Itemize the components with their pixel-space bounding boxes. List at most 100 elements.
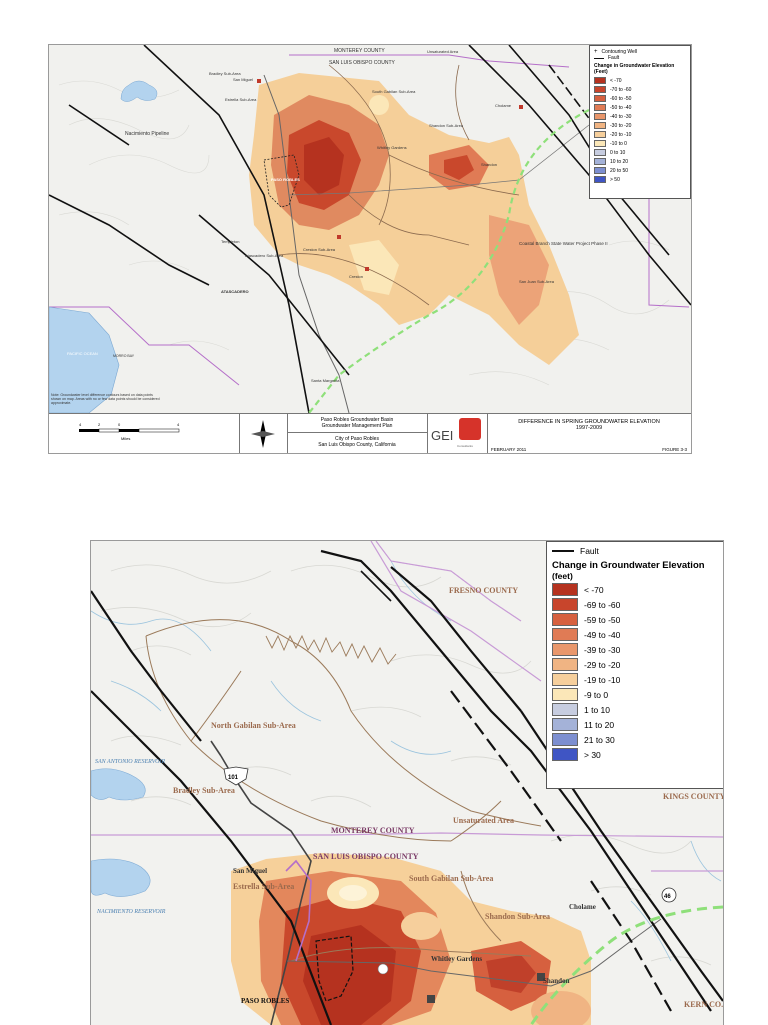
reservoir-water	[120, 80, 158, 102]
legend-swatch	[594, 131, 606, 138]
map-note: Note: Groundwater level difference conto…	[51, 393, 160, 405]
legend-swatch	[552, 733, 578, 746]
label-slo-county: SAN LUIS OBISPO COUNTY	[329, 60, 396, 66]
label-san-juan: San Juan Sub-Area	[519, 279, 555, 284]
legend-swatch	[594, 158, 606, 165]
logo-mark-icon	[459, 418, 481, 440]
label-monterey-county: MONTEREY COUNTY	[334, 48, 385, 54]
legend-title: Change in Groundwater Elevation	[594, 63, 675, 69]
coastal-branch-aqueduct	[529, 905, 723, 1025]
label-bradley: Bradley Sub-Area	[209, 71, 241, 76]
legend-swatch	[594, 77, 606, 84]
legend-row: -39 to -30	[552, 643, 718, 656]
legend-items: < -70 -70 to -60 -60 to -50 -50 to -40 -40 t…	[594, 77, 686, 183]
scale-tick-0: 4	[79, 422, 82, 427]
town-marker-whitley	[427, 995, 435, 1003]
top-map-title-block: 4 2 0 4 Miles Paso Robles Groundwater Ba…	[49, 413, 691, 453]
figure-title-line-1: DIFFERENCE IN SPRING GROUNDWATER ELEVATI…	[518, 419, 660, 425]
pacific-ocean-water	[49, 306, 120, 413]
legend-swatch	[552, 688, 578, 701]
label-kings-county: KINGS COUNTY	[663, 792, 723, 801]
legend-row: -60 to -50	[594, 95, 686, 102]
label-monterey-county: MONTEREY COUNTY	[331, 826, 415, 835]
label-pacific-ocean: PACIFIC OCEAN	[67, 351, 98, 356]
legend-label: 21 to 30	[584, 734, 615, 745]
label-south-gabilan: South Gabilan Sub-Area	[372, 89, 416, 94]
legend-swatch	[552, 643, 578, 656]
legend-label: -20 to -10	[610, 131, 632, 138]
legend-swatch	[552, 718, 578, 731]
legend-swatch	[552, 628, 578, 641]
label-estrella: Estrella Sub-Area	[233, 882, 294, 891]
legend-row: 11 to 20	[552, 718, 718, 731]
scale-tick-1: 2	[98, 422, 101, 427]
label-paso-robles: PASO ROBLES	[271, 177, 300, 182]
top-map-legend: + Contouring Well Fault Change in Groundw…	[589, 45, 691, 199]
legend-label: 1 to 10	[584, 704, 610, 715]
label-shandon: Shandon	[543, 977, 570, 985]
legend-label: -30 to -20	[610, 122, 632, 129]
legend-swatch	[594, 122, 606, 129]
legend-label: -59 to -50	[584, 614, 621, 625]
legend-row: < -70	[552, 583, 718, 596]
label-san-miguel: San Miguel	[233, 867, 267, 875]
label-nacimiento-reservoir: NACIMIENTO RESERVOIR	[96, 909, 166, 915]
label-templeton: Templeton	[221, 239, 239, 244]
legend-label: < -70	[610, 77, 622, 84]
label-whitley: Whitley Gardens	[377, 145, 407, 150]
label-nacimiento: Nacimiento Pipeline	[125, 131, 169, 137]
legend-row: < -70	[594, 77, 686, 84]
label-santa-margarita: Santa Margarita	[311, 378, 340, 383]
legend-row: -69 to -60	[552, 598, 718, 611]
top-map-figure: MONTEREY COUNTY SAN LUIS OBISPO COUNTY U…	[48, 44, 692, 454]
fault-line-icon	[552, 550, 574, 552]
hwy-46-label: 46	[664, 894, 671, 900]
legend-row: > 30	[552, 748, 718, 761]
legend-row: 0 to 10	[594, 149, 686, 156]
legend-label: 11 to 20	[584, 719, 615, 730]
scale-unit: Miles	[121, 436, 130, 441]
legend-swatch	[594, 176, 606, 183]
legend-swatch	[594, 86, 606, 93]
city-line-1: City of Paso Robles	[287, 432, 427, 442]
label-creston-sub: Creston Sub-Area	[303, 247, 336, 252]
hwy-101-label: 101	[228, 775, 239, 781]
label-south-gabilan: South Gabilan Sub-Area	[409, 874, 493, 883]
legend-unit: (Feet)	[594, 69, 608, 75]
label-whitley: Whitley Gardens	[431, 955, 482, 963]
legend-row: -9 to 0	[552, 688, 718, 701]
legend-label: -40 to -30	[610, 113, 632, 120]
legend-fault-label: Fault	[608, 55, 620, 61]
legend-row: -50 to -40	[594, 104, 686, 111]
figure-number: FIGURE 3-3	[662, 447, 687, 452]
gei-logo: GEI Consultants	[427, 414, 488, 453]
legend-swatch	[594, 149, 606, 156]
label-cholame: Cholame	[495, 103, 512, 108]
north-arrow-icon	[239, 414, 288, 453]
legend-well-label: Contouring Well	[601, 49, 637, 55]
bottom-map-legend: Fault Change in Groundwater Elevation (f…	[546, 541, 723, 789]
legend-label: 10 to 20	[610, 158, 629, 165]
legend-label: 0 to 10	[610, 149, 626, 156]
legend-unit: (feet)	[552, 571, 573, 581]
legend-row: 21 to 30	[552, 733, 718, 746]
legend-label: < -70	[584, 584, 604, 595]
label-san-antonio-reservoir: SAN ANTONIO RESERVOIR	[95, 759, 165, 765]
legend-swatch	[552, 748, 578, 761]
label-morro-bay: MORRO BAY	[113, 354, 135, 358]
label-fresno-county: FRESNO COUNTY	[449, 586, 518, 595]
scale-tick-3: 4	[177, 422, 180, 427]
legend-swatch	[552, 703, 578, 716]
legend-row: -10 to 0	[594, 140, 686, 147]
legend-swatch	[552, 583, 578, 596]
highway-101-shield-icon: 101	[223, 766, 249, 786]
legend-row: -20 to -10	[594, 131, 686, 138]
legend-row: 1 to 10	[552, 703, 718, 716]
legend-swatch	[552, 673, 578, 686]
legend-row: > 50	[594, 176, 686, 183]
legend-row: 20 to 50	[594, 167, 686, 174]
coastal-branch-aqueduct	[308, 109, 590, 413]
well-symbol-icon: +	[594, 49, 598, 55]
legend-row: -70 to -60	[594, 86, 686, 93]
legend-row: -40 to -30	[594, 113, 686, 120]
